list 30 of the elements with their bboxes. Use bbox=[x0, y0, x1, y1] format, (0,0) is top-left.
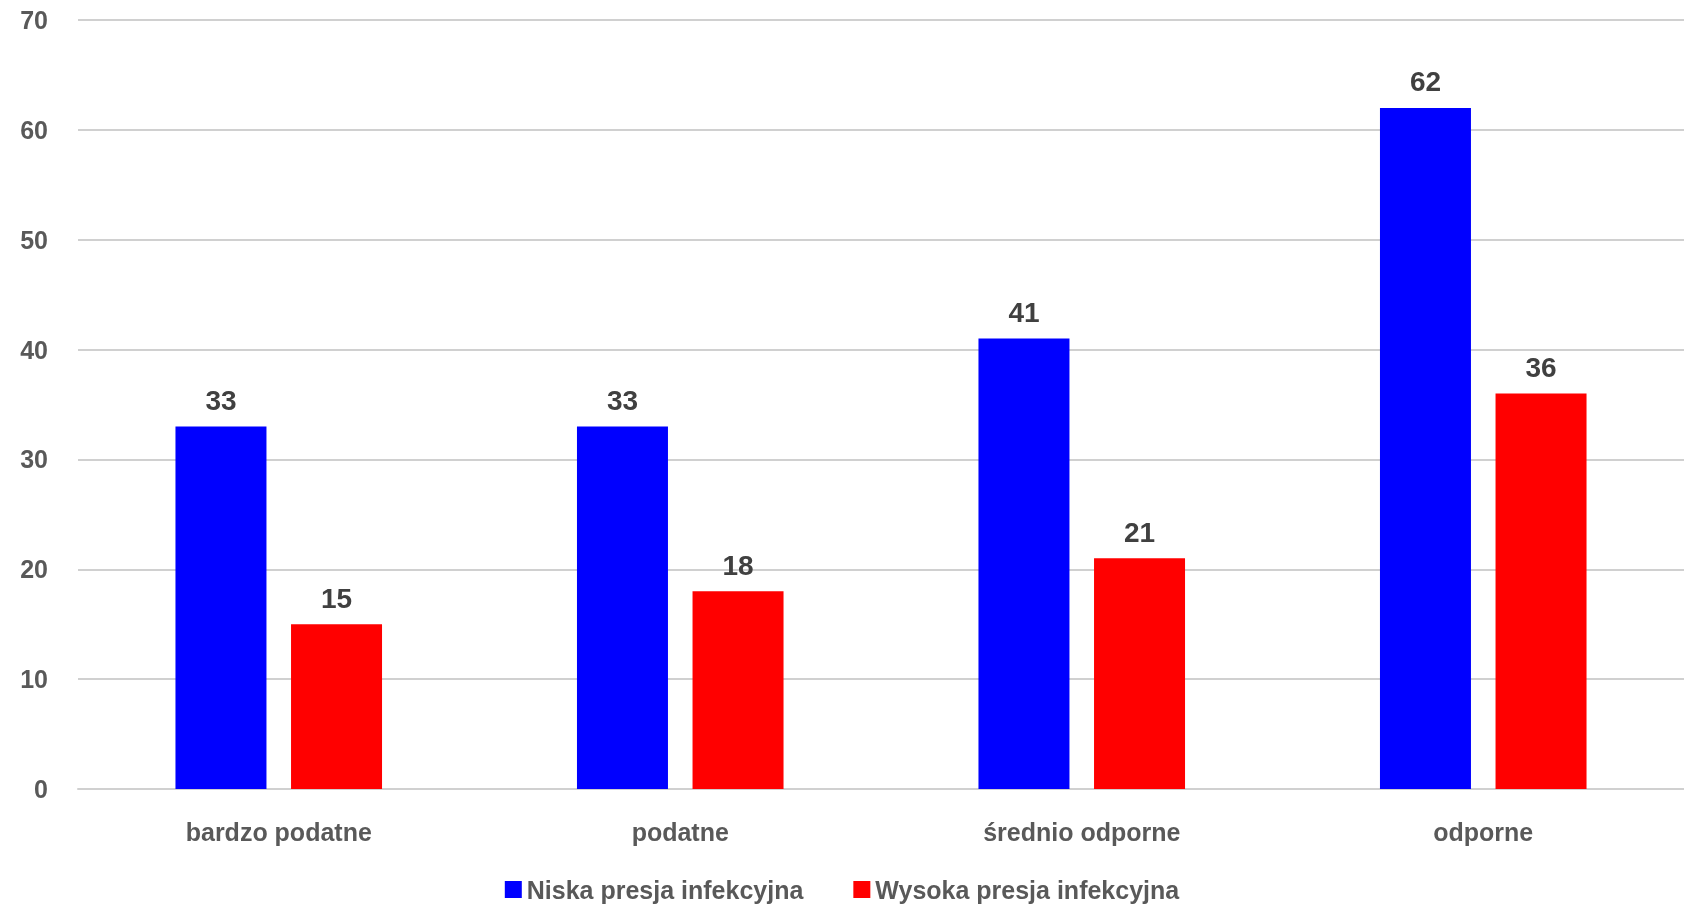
legend-label: Wysoka presja infekcyjna bbox=[875, 875, 1181, 904]
bar bbox=[1495, 393, 1587, 789]
y-tick-label: 10 bbox=[20, 665, 48, 694]
bar bbox=[978, 338, 1070, 789]
y-tick-label: 40 bbox=[20, 335, 48, 364]
y-tick-label: 70 bbox=[20, 6, 48, 34]
data-label: 15 bbox=[320, 582, 353, 614]
bar bbox=[1379, 107, 1471, 789]
data-label: 62 bbox=[1409, 66, 1442, 98]
y-tick-label: 20 bbox=[20, 555, 48, 584]
data-label: 21 bbox=[1123, 516, 1156, 548]
data-label: 33 bbox=[205, 384, 237, 416]
x-tick-label: podatne bbox=[631, 817, 729, 846]
bar bbox=[175, 426, 267, 789]
data-label: 33 bbox=[606, 384, 639, 416]
y-tick-label: 60 bbox=[20, 115, 48, 144]
data-label: 36 bbox=[1525, 352, 1557, 384]
y-tick-label: 50 bbox=[20, 225, 48, 254]
x-tick-label: odporne bbox=[1433, 817, 1534, 846]
legend-label: Niska presja infekcyjna bbox=[526, 875, 805, 904]
bar bbox=[692, 591, 784, 789]
x-tick-label: średnio odporne bbox=[983, 817, 1181, 846]
data-label: 41 bbox=[1008, 297, 1040, 329]
y-tick-label: 0 bbox=[34, 775, 48, 803]
x-tick-label: bardzo podatne bbox=[185, 817, 372, 846]
bar bbox=[291, 624, 383, 789]
data-label: 18 bbox=[722, 549, 754, 581]
bar bbox=[1094, 558, 1186, 789]
y-tick-label: 30 bbox=[20, 445, 48, 474]
bar bbox=[576, 426, 668, 789]
